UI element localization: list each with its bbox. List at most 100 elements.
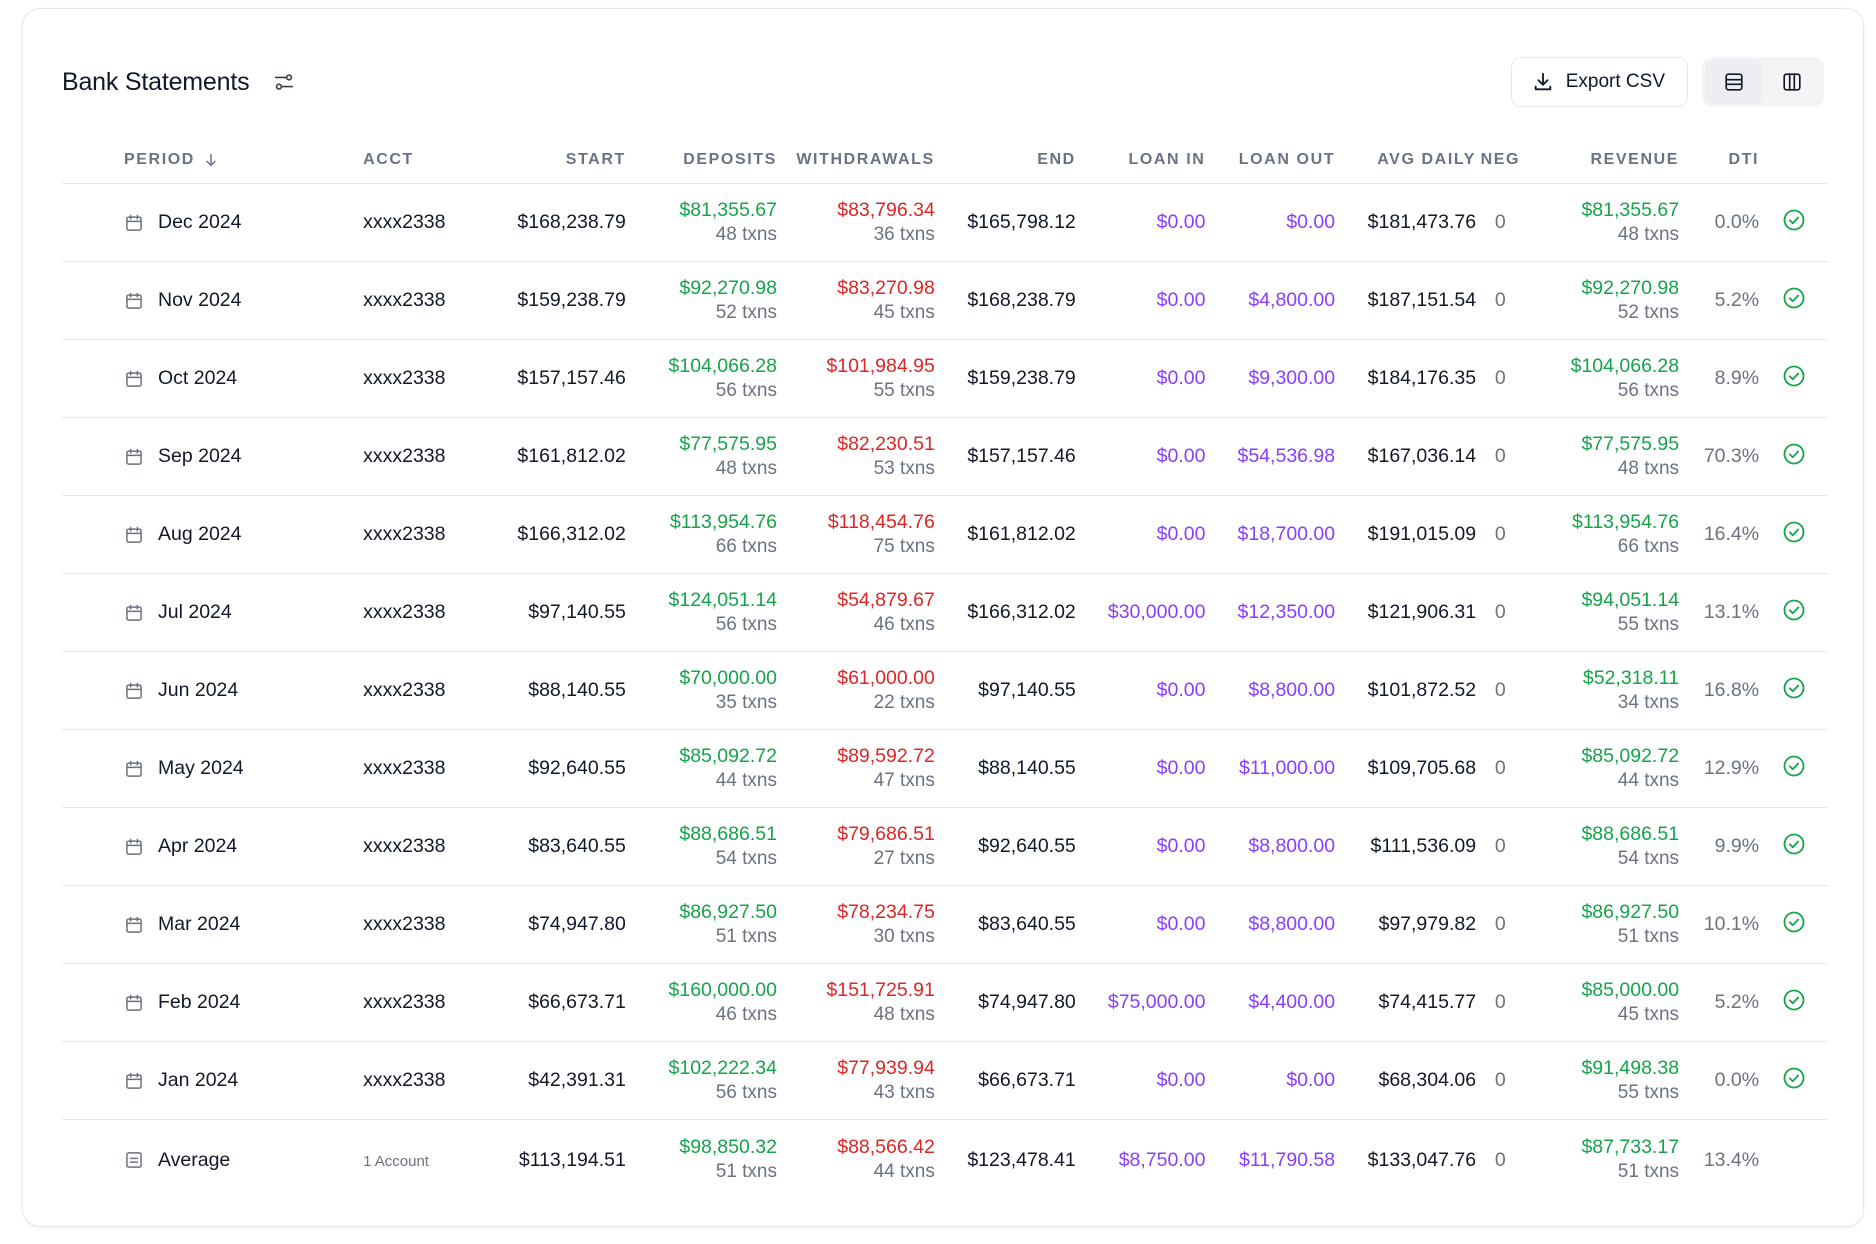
table-row[interactable]: Dec 2024 xxxx2338 $168,238.79 $81,355.67 48 … xyxy=(62,183,1828,262)
loan-out-amount: $4,800.00 xyxy=(1248,289,1336,311)
period-label: Nov 2024 xyxy=(158,289,242,311)
status-verified xyxy=(1782,910,1806,934)
start-balance: $74,947.80 xyxy=(528,913,626,935)
withdrawals-amount: $78,234.75 xyxy=(837,900,935,923)
start-balance: $83,640.55 xyxy=(528,835,626,857)
end-balance: $166,312.02 xyxy=(967,601,1076,623)
table-row[interactable]: Oct 2024 xxxx2338 $157,157.46 $104,066.28 56… xyxy=(62,339,1828,418)
account-number: xxxx2338 xyxy=(363,835,446,857)
columns-layout-icon xyxy=(1783,73,1801,91)
table-row[interactable]: Nov 2024 xxxx2338 $159,238.79 $92,270.98 52 … xyxy=(62,261,1828,340)
start-balance: $42,391.31 xyxy=(528,1069,626,1091)
end-balance: $92,640.55 xyxy=(978,835,1076,857)
deposits-amount: $77,575.95 xyxy=(679,432,777,455)
revenue-txns: 44 txns xyxy=(1617,769,1680,791)
account-number: xxxx2338 xyxy=(363,991,446,1013)
account-number: xxxx2338 xyxy=(363,367,446,389)
account-number: xxxx2338 xyxy=(363,913,446,935)
table-row[interactable]: Aug 2024 xxxx2338 $166,312.02 $113,954.76 66… xyxy=(62,495,1828,574)
deposits-txns: 51 txns xyxy=(715,925,777,947)
account-number: 1 Account xyxy=(363,1152,429,1170)
table-row[interactable]: Sep 2024 xxxx2338 $161,812.02 $77,575.95 48 … xyxy=(62,417,1828,496)
table-row[interactable]: Jun 2024 xxxx2338 $88,140.55 $70,000.00 35 t… xyxy=(62,651,1828,730)
calendar-icon xyxy=(126,994,142,1011)
negative-days: 0 xyxy=(1494,991,1506,1013)
end-balance: $159,238.79 xyxy=(967,367,1076,389)
average-row: Average 1 Account $113,194.51 $98,850.32 51 … xyxy=(62,1120,1828,1201)
loan-in-amount: $0.00 xyxy=(1156,835,1206,857)
revenue-amount: $87,733.17 xyxy=(1581,1136,1680,1159)
table-row[interactable]: May 2024 xxxx2338 $92,640.55 $85,092.72 44 t… xyxy=(62,729,1828,808)
revenue-amount: $104,066.28 xyxy=(1570,354,1680,377)
filter-settings-icon[interactable] xyxy=(271,69,297,95)
export-csv-button[interactable]: Export CSV xyxy=(1510,57,1688,107)
deposits-amount: $124,051.14 xyxy=(668,588,777,611)
col-header-acct: ACCT xyxy=(363,137,475,184)
col-header-loan-in: LOAN IN xyxy=(1075,137,1206,184)
table-row[interactable]: Apr 2024 xxxx2338 $83,640.55 $88,686.51 54 t… xyxy=(62,807,1828,886)
verified-check-icon xyxy=(1783,1067,1804,1088)
dti-value: 8.9% xyxy=(1714,367,1760,389)
start-balance: $66,673.71 xyxy=(528,991,626,1013)
start-balance: $88,140.55 xyxy=(528,679,626,701)
negative-days: 0 xyxy=(1494,757,1506,779)
table-row[interactable]: Jan 2024 xxxx2338 $42,391.31 $102,222.34 56 … xyxy=(62,1041,1828,1120)
loan-out-amount: $8,800.00 xyxy=(1248,835,1336,857)
calendar-icon xyxy=(126,526,142,543)
negative-days: 0 xyxy=(1494,601,1506,623)
end-balance: $157,157.46 xyxy=(967,445,1076,467)
columns-view-button[interactable] xyxy=(1763,60,1821,104)
verified-check-icon xyxy=(1783,911,1804,932)
col-header-period[interactable]: PERIOD xyxy=(62,137,364,184)
dti-value: 70.3% xyxy=(1703,445,1760,467)
revenue-amount: $86,927.50 xyxy=(1581,900,1680,923)
status-verified xyxy=(1782,286,1806,310)
loan-out-amount: $18,700.00 xyxy=(1237,523,1336,545)
negative-days: 0 xyxy=(1494,523,1506,545)
deposits-txns: 51 txns xyxy=(715,1161,777,1183)
start-balance: $92,640.55 xyxy=(528,757,626,779)
loan-in-amount: $0.00 xyxy=(1156,523,1206,545)
status-verified xyxy=(1782,208,1806,232)
status-verified xyxy=(1782,364,1806,388)
negative-days: 0 xyxy=(1494,367,1506,389)
loan-out-amount: $8,800.00 xyxy=(1248,679,1336,701)
loan-in-amount: $0.00 xyxy=(1156,445,1206,467)
loan-in-amount: $0.00 xyxy=(1156,679,1206,701)
sort-descending-icon xyxy=(206,153,216,167)
withdrawals-amount: $83,270.98 xyxy=(837,276,935,299)
period-label: Dec 2024 xyxy=(158,211,242,233)
status-verified xyxy=(1782,598,1806,622)
status-verified xyxy=(1782,1066,1806,1090)
withdrawals-amount: $89,592.72 xyxy=(837,744,935,767)
avg-daily-balance: $111,536.09 xyxy=(1370,835,1477,857)
withdrawals-amount: $61,000.00 xyxy=(837,666,935,689)
table-row[interactable]: Feb 2024 xxxx2338 $66,673.71 $160,000.00 46 … xyxy=(62,963,1828,1042)
deposits-txns: 35 txns xyxy=(715,691,777,713)
deposits-amount: $86,927.50 xyxy=(679,900,777,923)
end-balance: $165,798.12 xyxy=(967,211,1076,233)
end-balance: $83,640.55 xyxy=(978,913,1076,935)
deposits-txns: 46 txns xyxy=(715,1003,777,1025)
col-header-deposits: DEPOSITS xyxy=(625,137,777,184)
status-verified xyxy=(1782,676,1806,700)
start-balance: $113,194.51 xyxy=(518,1148,626,1171)
export-csv-label: Export CSV xyxy=(1565,71,1665,92)
revenue-amount: $52,318.11 xyxy=(1582,666,1680,689)
avg-daily-balance: $184,176.35 xyxy=(1367,367,1477,389)
end-balance: $168,238.79 xyxy=(967,289,1076,311)
period-label: Jan 2024 xyxy=(158,1069,239,1091)
revenue-amount: $85,000.00 xyxy=(1581,978,1680,1001)
negative-days: 0 xyxy=(1494,835,1506,857)
rows-view-button[interactable] xyxy=(1705,60,1763,104)
dti-value: 10.1% xyxy=(1703,913,1760,935)
calendar-icon xyxy=(126,682,142,699)
table-row[interactable]: Mar 2024 xxxx2338 $74,947.80 $86,927.50 51 t… xyxy=(62,885,1828,964)
calendar-icon xyxy=(126,1072,142,1089)
status-verified xyxy=(1782,442,1806,466)
table-row[interactable]: Jul 2024 xxxx2338 $97,140.55 $124,051.14 56 … xyxy=(62,573,1828,652)
deposits-txns: 44 txns xyxy=(715,769,777,791)
revenue-txns: 54 txns xyxy=(1617,847,1680,869)
avg-daily-balance: $181,473.76 xyxy=(1367,211,1477,233)
calendar-icon xyxy=(126,760,142,777)
